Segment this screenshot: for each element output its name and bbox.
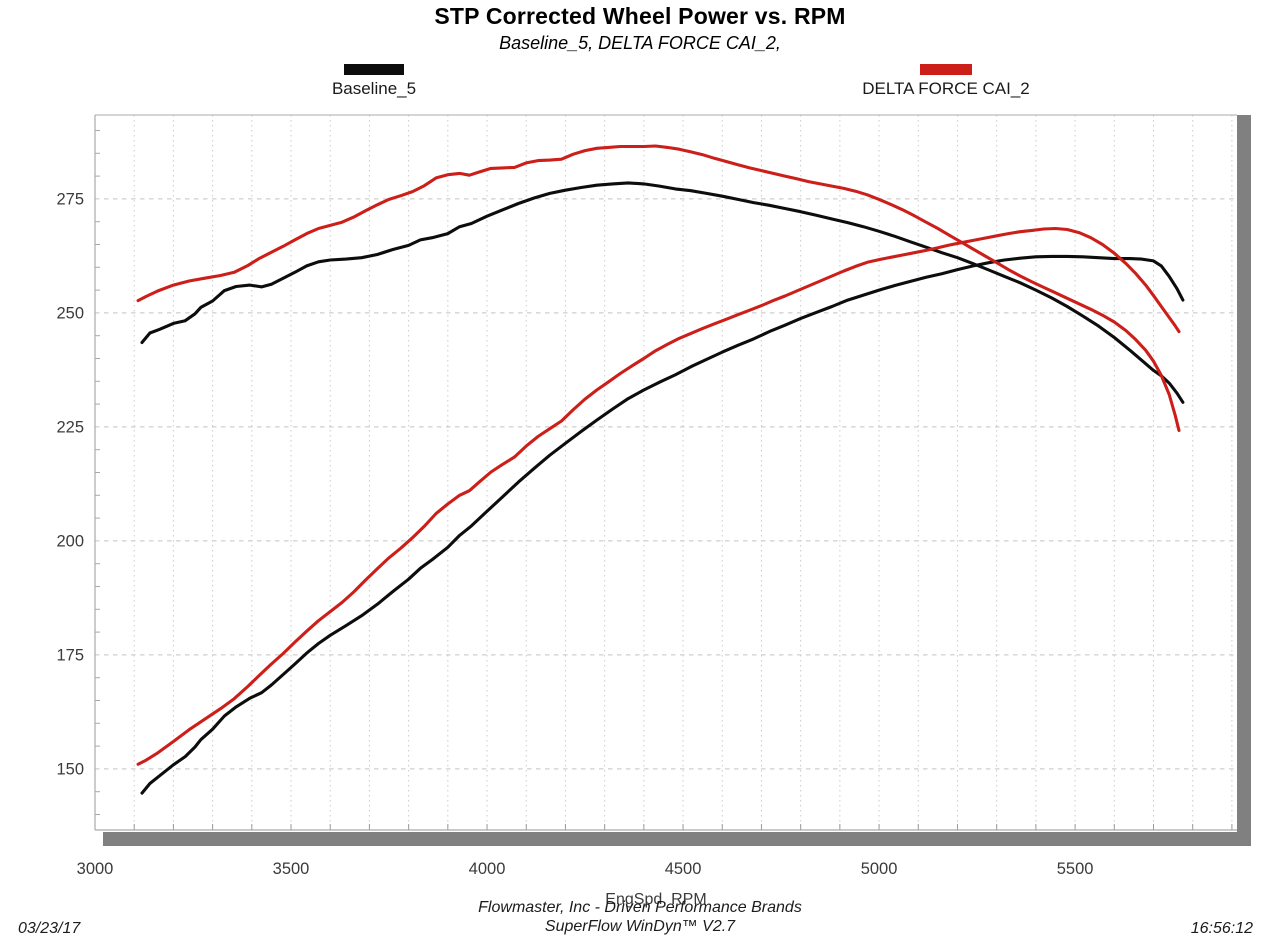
delta-power-line	[136, 226, 1181, 766]
legend-swatch-delta	[920, 64, 972, 75]
series-lines	[136, 144, 1185, 795]
footer-company: Flowmaster, Inc - Driven Performance Bra…	[478, 899, 802, 916]
page-subtitle: Baseline_5, DELTA FORCE CAI_2,	[499, 33, 781, 53]
axis-frame	[94, 114, 1251, 846]
page-title: STP Corrected Wheel Power vs. RPM	[434, 3, 846, 29]
y-tick-label: 225	[56, 418, 84, 436]
tick-labels: 3000 3500 4000 4500 5000 5500 150 175 200 225 250 2…	[56, 190, 1093, 878]
footer-time: 16:56:12	[1190, 920, 1253, 937]
legend-label-delta: DELTA FORCE CAI_2	[862, 79, 1030, 98]
axis-ticks	[95, 130, 1233, 830]
x-axis-title: EngSpd RPM	[605, 891, 707, 908]
footer-date: 03/23/17	[18, 920, 81, 937]
y-tick-label: 175	[56, 646, 84, 664]
legend-item-baseline: Baseline_5	[299, 64, 449, 99]
x-tick-label: 4500	[665, 860, 702, 878]
footer-software: SuperFlow WinDyn™ V2.7	[544, 918, 736, 935]
y-tick-label: 250	[56, 304, 84, 322]
x-tick-label: 5000	[861, 860, 898, 878]
legend-swatch-baseline	[344, 64, 404, 75]
x-tick-label: 5500	[1057, 860, 1094, 878]
gridlines	[95, 115, 1237, 830]
y-tick-label: 275	[56, 190, 84, 208]
x-tick-label: 3000	[77, 860, 114, 878]
legend-item-delta: DELTA FORCE CAI_2	[836, 64, 1056, 99]
y-tick-label: 150	[56, 760, 84, 778]
x-tick-label: 4000	[469, 860, 506, 878]
delta-torque-line	[136, 144, 1181, 433]
y-tick-label: 200	[56, 532, 84, 550]
legend-label-baseline: Baseline_5	[331, 79, 417, 98]
baseline-torque-line	[140, 181, 1185, 404]
x-tick-label: 3500	[273, 860, 310, 878]
baseline-power-line	[140, 254, 1185, 795]
